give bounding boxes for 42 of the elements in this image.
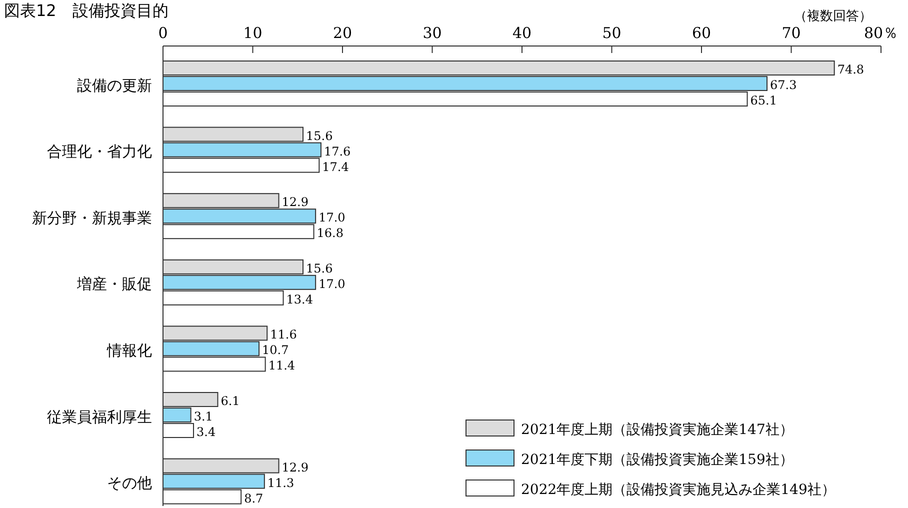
data-label: 17.6	[324, 144, 351, 158]
y-tick-label: 合理化・省力化	[47, 142, 152, 161]
data-label: 12.9	[282, 460, 308, 474]
text: （複数回答）	[794, 9, 872, 24]
data-label: 67.3	[770, 78, 797, 92]
data-label: 6.1	[220, 394, 240, 408]
data-label: 17.0	[318, 210, 346, 225]
x-tick-label: 40	[512, 24, 532, 42]
x-tick-label: 80％	[864, 24, 898, 42]
x-tick-label: 20	[332, 24, 352, 42]
data-label: 11.4	[268, 358, 296, 373]
x-tick-label: 70	[782, 24, 801, 42]
data-label: 16.8	[316, 226, 344, 240]
chart-title: 図表12 設備投資目的	[4, 1, 168, 20]
y-tick-label: 設備の更新	[77, 76, 152, 94]
y-tick-label: 情報化	[106, 341, 152, 360]
x-tick-label: 0	[158, 24, 168, 42]
y-tick-label: 増産・販促	[76, 275, 152, 294]
data-label: 3.4	[196, 425, 216, 439]
data-label: 15.6	[306, 128, 333, 143]
data-label: 15.6	[306, 261, 333, 276]
data-label: 11.6	[270, 328, 297, 342]
data-label: 17.4	[322, 160, 350, 174]
data-label: 10.7	[262, 343, 289, 358]
data-label: 65.1	[750, 94, 777, 108]
y-tick-label: 従業員福利厚生	[47, 408, 152, 426]
y-tick-label: その他	[107, 474, 152, 492]
y-tick-label: 新分野・新規事業	[32, 208, 152, 227]
x-tick-label: 50	[602, 24, 622, 42]
legend-label: 2021年度上期（設備投資実施企業147社）	[521, 422, 794, 438]
data-label: 3.1	[194, 410, 213, 424]
data-label: 17.0	[318, 276, 346, 291]
x-tick-label: 60	[692, 24, 712, 42]
x-tick-label: 10	[243, 24, 262, 42]
data-label: 13.4	[286, 292, 314, 306]
data-label: 11.3	[267, 476, 294, 490]
legend-label: 2021年度下期（設備投資実施企業159社）	[521, 452, 794, 468]
data-label: 74.8	[837, 62, 864, 76]
data-label: 8.7	[244, 491, 264, 506]
x-tick-label: 30	[422, 24, 442, 42]
legend-label: 2022年度上期（設備投資実施見込み企業149社）	[521, 482, 836, 498]
data-label: 12.9	[282, 195, 308, 210]
